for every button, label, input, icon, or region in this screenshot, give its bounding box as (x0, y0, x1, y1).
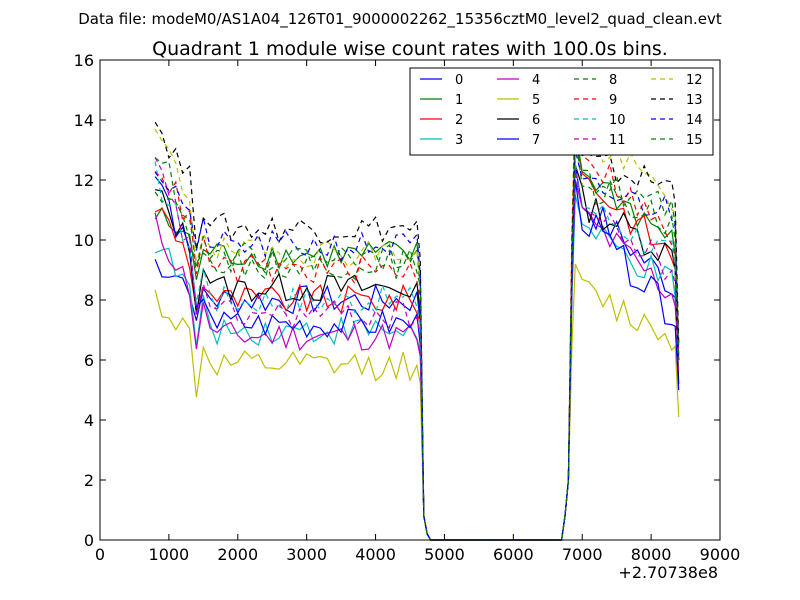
y-tick-label: 14 (74, 111, 94, 130)
series-line-10 (154, 161, 680, 541)
x-tick-label: 1000 (149, 545, 190, 564)
x-tick-label: 9000 (700, 545, 741, 564)
legend-label-13: 13 (686, 93, 703, 108)
legend-label-11: 11 (609, 133, 626, 148)
series-layer (154, 92, 680, 541)
x-tick-label: 6000 (493, 545, 534, 564)
legend-box (409, 67, 714, 156)
chart-title: Quadrant 1 module wise count rates with … (152, 38, 668, 60)
legend-label-9: 9 (609, 93, 617, 108)
series-line-1 (154, 128, 680, 541)
figure-suptitle: Data file: modeM0/AS1A04_126T01_90000022… (78, 10, 722, 29)
legend-label-10: 10 (609, 113, 626, 128)
legend-label-0: 0 (455, 73, 463, 88)
y-tick-label: 2 (84, 471, 94, 490)
y-tick-label: 10 (74, 231, 94, 250)
legend-label-2: 2 (455, 113, 463, 128)
legend-label-3: 3 (455, 133, 463, 148)
x-tick-label: 7000 (562, 545, 603, 564)
x-tick-label: 0 (95, 545, 105, 564)
series-line-7 (154, 176, 680, 541)
ticks-layer: 0 1000 2000 3000 4000 5000 6000 7000 8000 9000 0 2 4… (74, 51, 741, 564)
series-line-5 (154, 263, 680, 541)
series-line-13 (154, 119, 680, 541)
legend-label-1: 1 (455, 93, 463, 108)
legend-label-7: 7 (532, 133, 540, 148)
legend-label-5: 5 (532, 93, 540, 108)
series-line-15 (154, 143, 680, 541)
series-line-6 (154, 164, 680, 541)
y-tick-label: 8 (84, 291, 94, 310)
y-tick-label: 16 (74, 51, 94, 70)
legend-label-4: 4 (532, 73, 540, 88)
series-line-12 (154, 92, 680, 541)
y-tick-label: 6 (84, 351, 94, 370)
x-tick-label: 3000 (286, 545, 327, 564)
legend-label-12: 12 (686, 73, 703, 88)
series-line-4 (154, 179, 680, 541)
x-tick-label: 8000 (631, 545, 672, 564)
x-tick-label: 2000 (217, 545, 258, 564)
series-line-14 (154, 149, 680, 541)
legend-label-6: 6 (532, 113, 540, 128)
legend-label-15: 15 (686, 133, 703, 148)
legend-label-8: 8 (609, 73, 617, 88)
x-axis-offset-label: +2.70738e8 (618, 563, 718, 582)
y-tick-label: 4 (84, 411, 94, 430)
x-tick-label: 4000 (355, 545, 396, 564)
y-tick-label: 0 (84, 531, 94, 550)
x-tick-label: 5000 (424, 545, 465, 564)
legend-label-14: 14 (686, 113, 703, 128)
series-line-9 (154, 104, 680, 541)
y-tick-label: 12 (74, 171, 94, 190)
